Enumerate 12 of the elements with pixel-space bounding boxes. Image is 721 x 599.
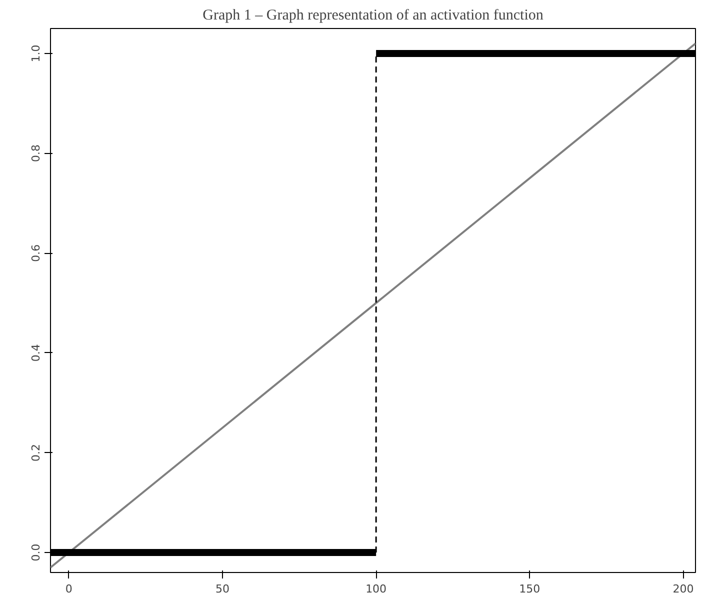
y-tick-label: 1.0: [30, 44, 42, 62]
x-tick-label: 200: [672, 582, 694, 596]
y-tick-label: 0.8: [30, 144, 42, 162]
y-tick-label: 0.4: [30, 344, 42, 362]
x-tick-label: 150: [519, 582, 540, 596]
y-tick-label: 0.6: [30, 244, 42, 262]
y-tick-label: 0.2: [30, 444, 42, 462]
y-tick-label: 0.0: [30, 544, 42, 562]
x-tick-label: 0: [65, 582, 72, 596]
x-tick-label: 100: [366, 582, 387, 596]
x-tick-label: 50: [216, 582, 230, 596]
chart-title: Graph 1 – Graph representation of an activation function: [202, 8, 544, 24]
